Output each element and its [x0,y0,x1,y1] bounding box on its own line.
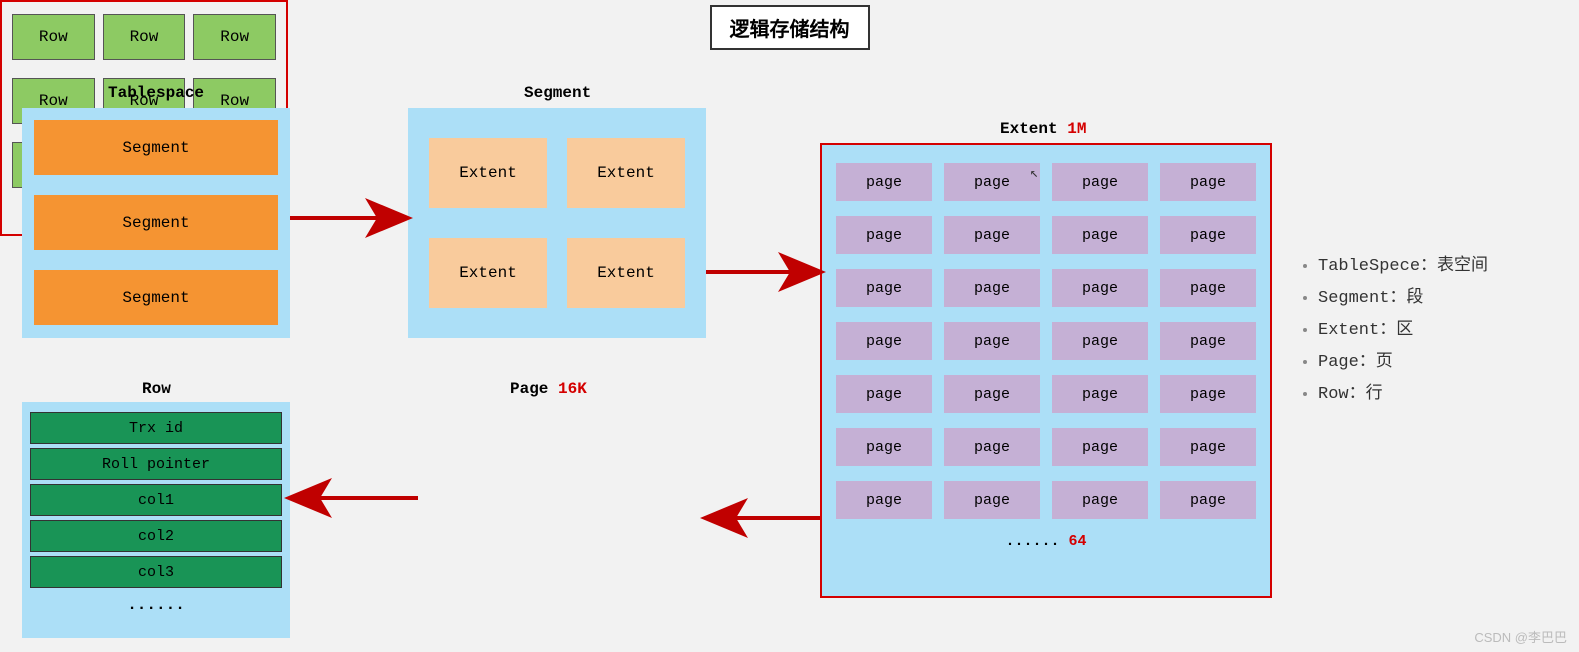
page-block: page [836,481,932,519]
segment-container: Extent Extent Extent Extent [408,108,706,338]
page-label-text: Page [510,380,548,398]
page-block: page [1160,481,1256,519]
page-block: page [836,163,932,201]
page-label: Page 16K [510,380,587,398]
page-block: page [1052,269,1148,307]
page-block: page [836,216,932,254]
page-block: page [944,481,1040,519]
segment-label: Segment [524,84,591,102]
page-block: page [836,428,932,466]
page-grid: page page page page page page page page page page… [836,163,1256,519]
field-block: Roll pointer [30,448,282,480]
field-block: col3 [30,556,282,588]
page-block: page [1160,428,1256,466]
legend-item: Page：页 [1318,346,1488,372]
page-block: page [1052,428,1148,466]
extent-block: Extent [429,138,547,208]
extent-block: Extent [429,238,547,308]
tablespace-container: Segment Segment Segment [22,108,290,338]
row-block: Row [12,14,95,60]
field-block: col2 [30,520,282,552]
legend-item: Row：行 [1318,378,1488,404]
row-block: Row [103,14,186,60]
extent-label: Extent 1M [1000,120,1086,138]
page-block: page [1160,163,1256,201]
page-block: page [944,163,1040,201]
page-block: page [1160,375,1256,413]
watermark: CSDN @李巴巴 [1474,627,1567,646]
page-block: page [1160,269,1256,307]
diagram-title: 逻辑存储结构 [710,5,870,50]
page-block: page [944,375,1040,413]
page-block: page [1052,163,1148,201]
extent-block: Extent [567,238,685,308]
segment-block: Segment [34,195,278,250]
page-block: page [836,269,932,307]
page-block: page [1160,216,1256,254]
segment-block: Segment [34,270,278,325]
page-block: page [944,269,1040,307]
extent-total: 64 [1069,533,1087,550]
row-block: Row [193,14,276,60]
extent-dots: ...... [1005,533,1059,550]
field-block: Trx id [30,412,282,444]
row-dots: ...... [30,596,282,614]
page-block: page [944,428,1040,466]
row-label: Row [142,380,171,398]
segment-block: Segment [34,120,278,175]
extent-container: page page page page page page page page page page… [820,143,1272,598]
cursor-icon: ↖ [1030,165,1038,182]
page-block: page [1160,322,1256,360]
legend-item: Extent：区 [1318,314,1488,340]
extent-block: Extent [567,138,685,208]
page-block: page [836,322,932,360]
row-container: Trx id Roll pointer col1 col2 col3 .....… [22,402,290,638]
extent-footer: ...... 64 [836,533,1256,550]
page-block: page [1052,481,1148,519]
page-size: 16K [558,380,587,398]
page-block: page [1052,322,1148,360]
tablespace-label: Tablespace [108,84,204,102]
page-block: page [944,216,1040,254]
page-block: page [1052,375,1148,413]
extent-size: 1M [1067,120,1086,138]
page-block: page [944,322,1040,360]
legend-item: TableSpece：表空间 [1318,250,1488,276]
page-block: page [1052,216,1148,254]
legend: TableSpece：表空间 Segment：段 Extent：区 Page：页… [1300,250,1488,410]
page-block: page [836,375,932,413]
extent-label-text: Extent [1000,120,1058,138]
legend-item: Segment：段 [1318,282,1488,308]
field-block: col1 [30,484,282,516]
